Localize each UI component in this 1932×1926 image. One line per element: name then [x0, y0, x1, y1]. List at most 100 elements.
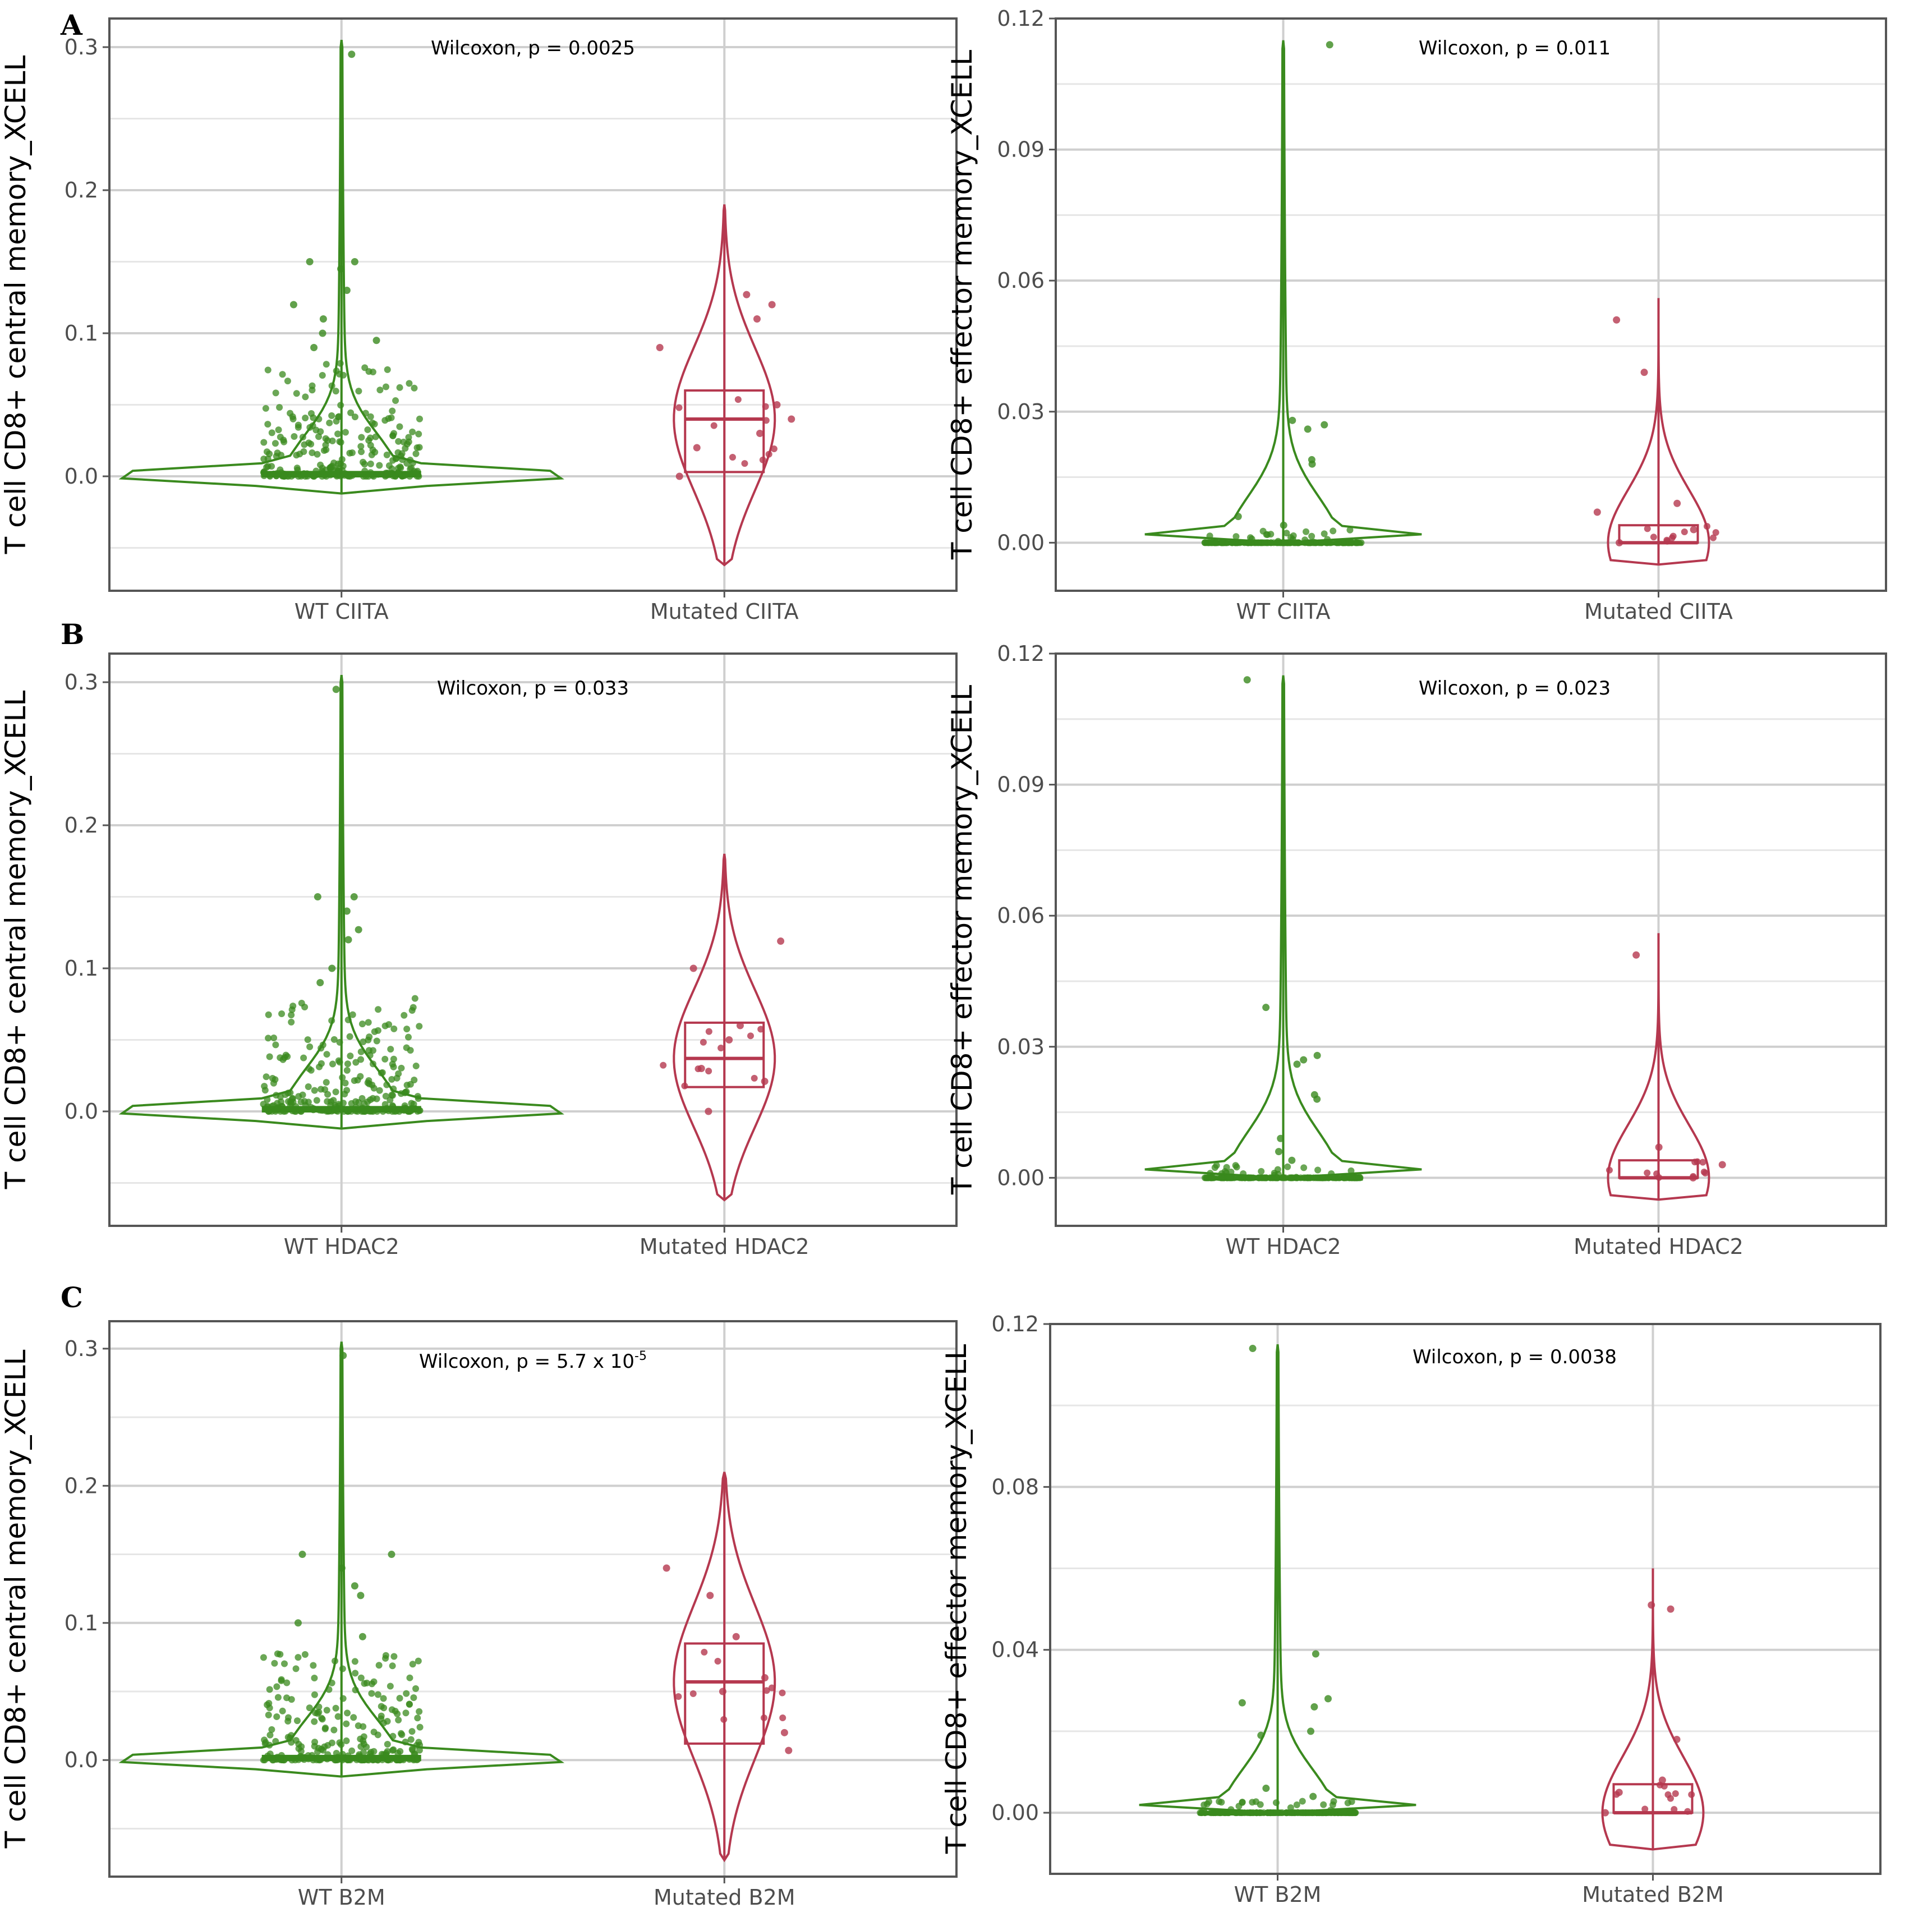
- data-point: [341, 1108, 348, 1115]
- data-point: [265, 1711, 272, 1718]
- violin-outline: [1144, 675, 1422, 1179]
- data-point: [283, 1679, 291, 1686]
- data-point: [355, 388, 362, 395]
- data-point: [408, 1100, 415, 1107]
- outlier-point: [388, 1551, 395, 1559]
- outlier-point: [355, 926, 362, 934]
- data-point: [311, 1087, 318, 1094]
- data-point: [1213, 539, 1220, 546]
- data-point: [323, 1707, 330, 1714]
- outlier-point: [319, 315, 327, 323]
- data-point: [415, 1657, 422, 1665]
- data-point: [1709, 534, 1717, 541]
- data-point: [361, 461, 368, 468]
- violin-outline: [1607, 298, 1710, 566]
- data-point: [350, 1714, 357, 1721]
- y-tick-label: 0.09: [997, 773, 1045, 797]
- panel-letter-c: C: [61, 1281, 83, 1314]
- data-point: [1354, 539, 1361, 546]
- data-point: [389, 457, 397, 464]
- data-point: [347, 1052, 354, 1060]
- data-point: [344, 1060, 351, 1068]
- y-tick-label: 0.12: [997, 6, 1045, 31]
- data-point: [354, 1077, 361, 1084]
- series-mutated: [660, 853, 785, 1202]
- data-point: [342, 429, 349, 436]
- data-point: [261, 1736, 268, 1744]
- data-point: [369, 472, 376, 479]
- outlier-point: [1288, 1156, 1296, 1164]
- data-point: [346, 1033, 353, 1040]
- data-point: [332, 1104, 339, 1111]
- data-point: [1244, 1809, 1251, 1817]
- data-point: [401, 1012, 408, 1019]
- data-point: [408, 1728, 416, 1735]
- data-point: [1219, 539, 1226, 546]
- data-point: [367, 434, 374, 442]
- data-point: [1201, 1809, 1208, 1817]
- data-point: [339, 1695, 347, 1702]
- data-point: [367, 442, 374, 449]
- data-point: [328, 412, 335, 419]
- outlier-point: [1673, 499, 1681, 507]
- data-point: [1245, 539, 1252, 546]
- data-point: [675, 1693, 682, 1700]
- data-point: [1258, 1167, 1265, 1175]
- outlier-point: [1307, 1727, 1315, 1735]
- data-point: [1252, 1798, 1259, 1805]
- data-point: [317, 1756, 324, 1763]
- data-point: [355, 1722, 362, 1730]
- data-point: [400, 438, 407, 445]
- data-point: [321, 1743, 328, 1750]
- data-point: [383, 1081, 390, 1088]
- plot-frame: [1055, 17, 1887, 592]
- data-point: [374, 1691, 381, 1698]
- y-tick-label: 0.00: [997, 530, 1045, 555]
- data-point: [397, 1748, 404, 1755]
- data-point: [398, 1064, 405, 1072]
- data-point: [765, 451, 772, 458]
- data-point: [328, 1739, 335, 1746]
- data-point: [403, 1082, 411, 1089]
- data-point: [1289, 1174, 1296, 1182]
- data-point: [329, 1060, 336, 1068]
- data-point: [1684, 1808, 1691, 1815]
- data-point: [705, 1028, 712, 1035]
- data-point: [1712, 529, 1719, 536]
- data-point: [270, 470, 277, 477]
- data-point: [274, 1694, 282, 1701]
- data-point: [333, 1749, 340, 1757]
- outlier-point: [1275, 1148, 1283, 1156]
- data-point: [263, 1073, 270, 1081]
- data-point: [408, 1007, 416, 1014]
- wilcoxon-prefix: Wilcoxon, p =: [1419, 37, 1556, 59]
- data-point: [311, 1718, 318, 1725]
- y-tick-label: 0.12: [997, 641, 1045, 666]
- data-point: [288, 472, 295, 480]
- data-point: [400, 1756, 407, 1763]
- data-point: [318, 1045, 325, 1052]
- data-point: [1206, 532, 1213, 540]
- data-point: [278, 1010, 286, 1017]
- data-point: [339, 1665, 346, 1672]
- y-tick-label: 0.2: [65, 178, 98, 203]
- data-point: [288, 1012, 295, 1019]
- data-point: [412, 1063, 420, 1070]
- data-point: [392, 397, 399, 404]
- data-point: [333, 1757, 341, 1764]
- outlier-point: [663, 1564, 670, 1572]
- data-point: [1650, 534, 1657, 541]
- data-point: [1606, 1166, 1613, 1174]
- data-point: [336, 1038, 343, 1046]
- data-point: [1282, 1809, 1290, 1817]
- data-point: [311, 1739, 319, 1746]
- data-point: [315, 1703, 323, 1711]
- data-point: [1255, 1174, 1263, 1182]
- data-point: [360, 1733, 367, 1740]
- data-point: [328, 382, 335, 389]
- data-point: [388, 465, 395, 472]
- data-point: [414, 1093, 421, 1100]
- data-point: [276, 404, 283, 411]
- data-point: [342, 1079, 349, 1087]
- data-point: [1694, 1158, 1701, 1165]
